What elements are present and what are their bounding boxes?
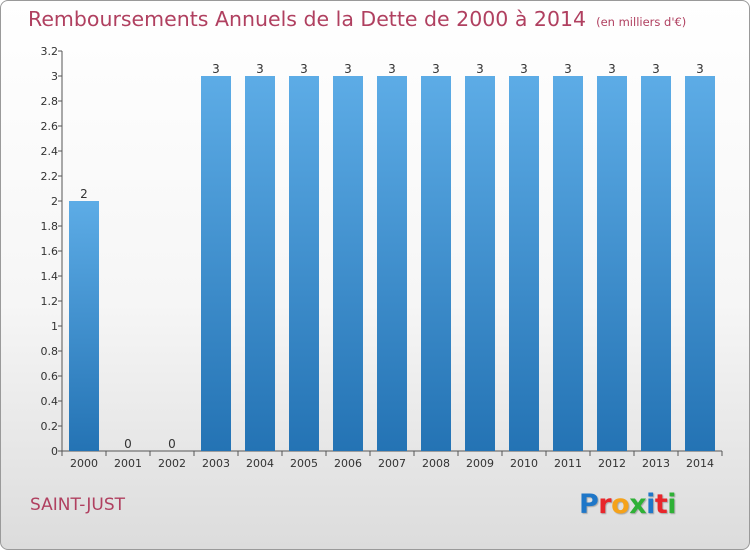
logo-letter: r xyxy=(598,489,612,520)
data-label-2003: 3 xyxy=(212,62,220,76)
bar-series xyxy=(69,76,715,451)
data-label-2001: 0 xyxy=(124,437,132,451)
logo-letter: o xyxy=(611,489,630,520)
chart-title: Remboursements Annuels de la Dette de 20… xyxy=(28,7,686,31)
bar-2005 xyxy=(289,76,319,451)
data-label-2006: 3 xyxy=(344,62,352,76)
x-tick-label: 2000 xyxy=(70,457,98,470)
y-tick-label: 2.4 xyxy=(41,145,59,158)
data-label-2004: 3 xyxy=(256,62,264,76)
x-tick-label: 2002 xyxy=(158,457,186,470)
logo-letter: i xyxy=(667,489,677,520)
bar-2004 xyxy=(245,76,275,451)
y-tick-label: 0.8 xyxy=(41,345,59,358)
x-tick-label: 2014 xyxy=(686,457,714,470)
bar-2013 xyxy=(641,76,671,451)
x-tick-label: 2013 xyxy=(642,457,670,470)
bar-2000 xyxy=(69,201,99,451)
x-tick-label: 2012 xyxy=(598,457,626,470)
chart-title-main: Remboursements Annuels de la Dette de 20… xyxy=(28,7,587,31)
logo-letter: i xyxy=(646,489,655,520)
x-tick-label: 2008 xyxy=(422,457,450,470)
x-tick-label: 2001 xyxy=(114,457,142,470)
y-tick-label: 1.4 xyxy=(41,270,59,283)
bar-2007 xyxy=(377,76,407,451)
data-label-2012: 3 xyxy=(608,62,616,76)
y-tick-label: 3 xyxy=(51,70,58,83)
logo-letter: P xyxy=(579,489,599,520)
data-label-2000: 2 xyxy=(80,187,88,201)
data-label-2010: 3 xyxy=(520,62,528,76)
y-tick-label: 0.6 xyxy=(41,370,59,383)
bar-2012 xyxy=(597,76,627,451)
bar-2008 xyxy=(421,76,451,451)
logo-letter: t xyxy=(654,489,668,520)
bar-2003 xyxy=(201,76,231,451)
y-tick-label: 0.2 xyxy=(41,420,59,433)
y-tick-label: 1.6 xyxy=(41,245,59,258)
x-tick-label: 2007 xyxy=(378,457,406,470)
proxiti-logo: Proxiti xyxy=(579,489,677,520)
data-label-2002: 0 xyxy=(168,437,176,451)
x-tick-label: 2010 xyxy=(510,457,538,470)
bar-2010 xyxy=(509,76,539,451)
data-label-2014: 3 xyxy=(696,62,704,76)
bar-2006 xyxy=(333,76,363,451)
commune-name: SAINT-JUST xyxy=(30,495,126,515)
x-tick-label: 2004 xyxy=(246,457,274,470)
x-tick-label: 2011 xyxy=(554,457,582,470)
y-tick-label: 1.8 xyxy=(41,220,59,233)
y-tick-label: 2.2 xyxy=(41,170,59,183)
bar-2009 xyxy=(465,76,495,451)
y-tick-label: 1.2 xyxy=(41,295,59,308)
data-label-2009: 3 xyxy=(476,62,484,76)
x-axis: 2000 2001 2002 2003 2004 2005 2006 2007 2008 2009… xyxy=(61,450,723,470)
data-label-2005: 3 xyxy=(300,62,308,76)
x-tick-label: 2003 xyxy=(202,457,230,470)
y-tick-label: 2.6 xyxy=(41,120,59,133)
data-labels: 2 0 0 3 3 3 3 3 3 3 3 3 3 3 3 xyxy=(80,62,704,451)
y-tick-label: 1 xyxy=(51,320,58,333)
data-label-2007: 3 xyxy=(388,62,396,76)
bar-2014 xyxy=(685,76,715,451)
chart-title-unit: (en milliers d'€) xyxy=(596,15,687,29)
x-tick-label: 2009 xyxy=(466,457,494,470)
data-label-2011: 3 xyxy=(564,62,572,76)
logo-letter: x xyxy=(629,489,647,520)
y-tick-label: 0.4 xyxy=(41,395,59,408)
data-label-2008: 3 xyxy=(432,62,440,76)
x-tick-label: 2005 xyxy=(290,457,318,470)
y-tick-label: 3.2 xyxy=(41,45,59,58)
y-axis: 0 0.2 0.4 0.6 0.8 1 1.2 1.4 1.6 1.8 2 2.2 2.4 2.6 2.8 3… xyxy=(41,45,63,458)
y-tick-label: 2.8 xyxy=(41,95,59,108)
y-tick-label: 0 xyxy=(51,445,58,458)
data-label-2013: 3 xyxy=(652,62,660,76)
x-tick-label: 2006 xyxy=(334,457,362,470)
bar-2011 xyxy=(553,76,583,451)
y-tick-label: 2 xyxy=(51,195,58,208)
